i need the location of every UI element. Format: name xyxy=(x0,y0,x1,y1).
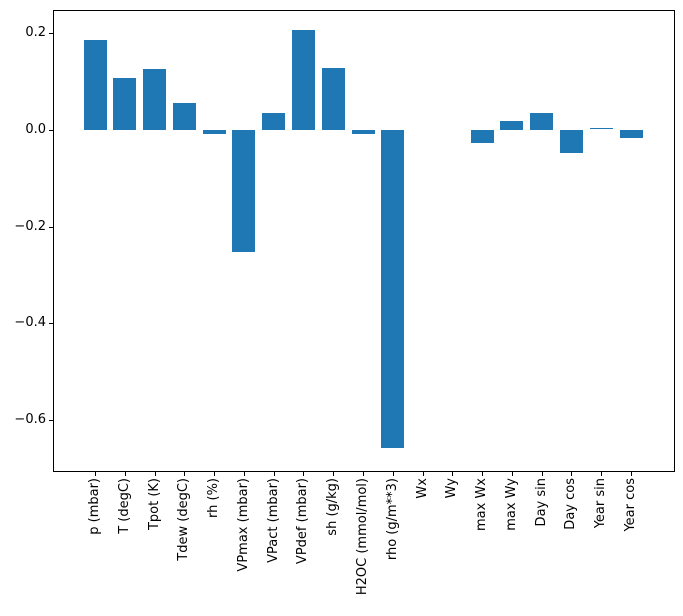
bar xyxy=(113,78,136,130)
y-tick-mark xyxy=(49,33,53,34)
x-tick-mark xyxy=(155,472,156,476)
x-tick-label: Wy xyxy=(444,478,459,499)
x-tick-label: Day cos xyxy=(563,478,578,530)
bar xyxy=(322,68,345,130)
bar xyxy=(173,103,196,130)
y-tick-label: −0.4 xyxy=(14,315,46,330)
bar xyxy=(381,130,404,448)
x-tick-label: VPmax (mbar) xyxy=(236,478,251,572)
bar xyxy=(530,113,553,130)
x-tick-mark xyxy=(512,472,513,476)
x-tick-mark xyxy=(125,472,126,476)
bar xyxy=(471,130,494,143)
y-tick-mark xyxy=(49,323,53,324)
x-tick-label: Tpot (K) xyxy=(147,478,162,531)
bar xyxy=(590,128,613,129)
bar xyxy=(262,113,285,130)
x-tick-label: H2OC (mmol/mol) xyxy=(355,478,370,596)
x-tick-label: VPdef (mbar) xyxy=(295,478,310,565)
x-tick-mark xyxy=(601,472,602,476)
x-tick-mark xyxy=(571,472,572,476)
x-tick-mark xyxy=(274,472,275,476)
x-tick-label: rho (g/m**3) xyxy=(385,478,400,561)
x-tick-label: Day sin xyxy=(534,478,549,527)
x-tick-mark xyxy=(393,472,394,476)
bar xyxy=(352,130,375,134)
bar xyxy=(143,69,166,130)
x-tick-mark xyxy=(423,472,424,476)
bar xyxy=(203,130,226,134)
x-tick-label: Year sin xyxy=(593,478,608,529)
y-tick-label: 0.2 xyxy=(25,25,46,40)
y-tick-label: −0.6 xyxy=(14,412,46,427)
x-tick-mark xyxy=(542,472,543,476)
y-tick-label: −0.2 xyxy=(14,219,46,234)
y-tick-mark xyxy=(49,420,53,421)
x-tick-mark xyxy=(452,472,453,476)
x-tick-mark xyxy=(214,472,215,476)
bar xyxy=(500,121,523,130)
bar xyxy=(560,130,583,153)
y-tick-mark xyxy=(49,130,53,131)
x-tick-label: sh (g/kg) xyxy=(325,478,340,536)
bar xyxy=(232,130,255,252)
x-tick-mark xyxy=(95,472,96,476)
x-tick-label: T (degC) xyxy=(117,478,132,534)
x-tick-label: Wx xyxy=(415,478,430,499)
bar xyxy=(84,40,107,130)
x-tick-mark xyxy=(482,472,483,476)
x-tick-mark xyxy=(631,472,632,476)
x-tick-label: VPact (mbar) xyxy=(266,478,281,563)
x-tick-mark xyxy=(333,472,334,476)
y-tick-label: 0.0 xyxy=(25,122,46,137)
x-tick-label: max Wy xyxy=(504,478,519,531)
x-tick-label: max Wx xyxy=(474,478,489,532)
x-tick-mark xyxy=(184,472,185,476)
y-tick-mark xyxy=(49,227,53,228)
bar xyxy=(620,130,643,138)
x-tick-mark xyxy=(244,472,245,476)
x-tick-mark xyxy=(363,472,364,476)
bar xyxy=(292,30,315,130)
x-tick-label: Tdew (degC) xyxy=(176,478,191,561)
x-tick-mark xyxy=(303,472,304,476)
x-tick-label: p (mbar) xyxy=(87,478,102,535)
x-tick-label: Year cos xyxy=(623,478,638,532)
x-tick-label: rh (%) xyxy=(206,478,221,518)
